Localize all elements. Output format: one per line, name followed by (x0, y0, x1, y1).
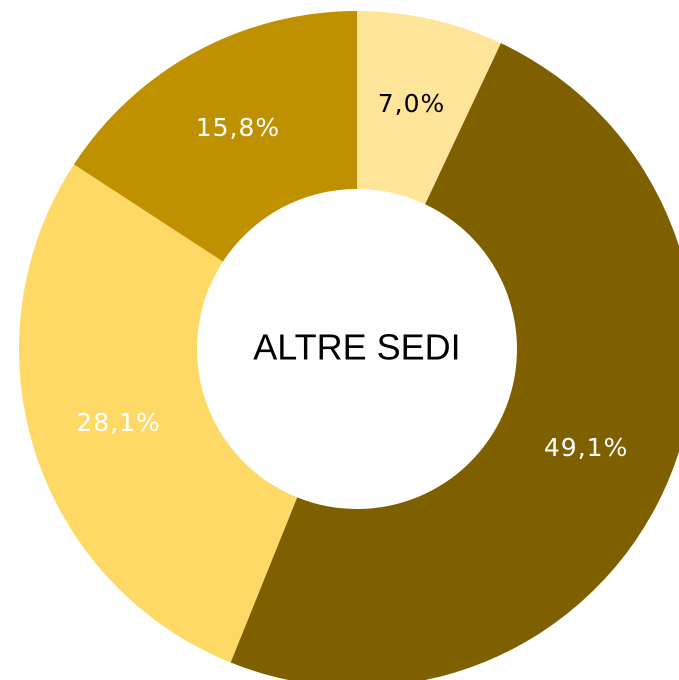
slices (19, 11, 679, 680)
value-label: 7,0% (378, 89, 446, 118)
value-label: 28,1% (76, 408, 160, 437)
slice (230, 43, 679, 680)
slice (357, 11, 501, 205)
value-label: 49,1% (544, 433, 628, 462)
chart-title: ALTRE SEDI (253, 327, 460, 368)
value-label: 15,8% (196, 113, 280, 142)
slice (19, 164, 298, 663)
slice (73, 11, 357, 262)
